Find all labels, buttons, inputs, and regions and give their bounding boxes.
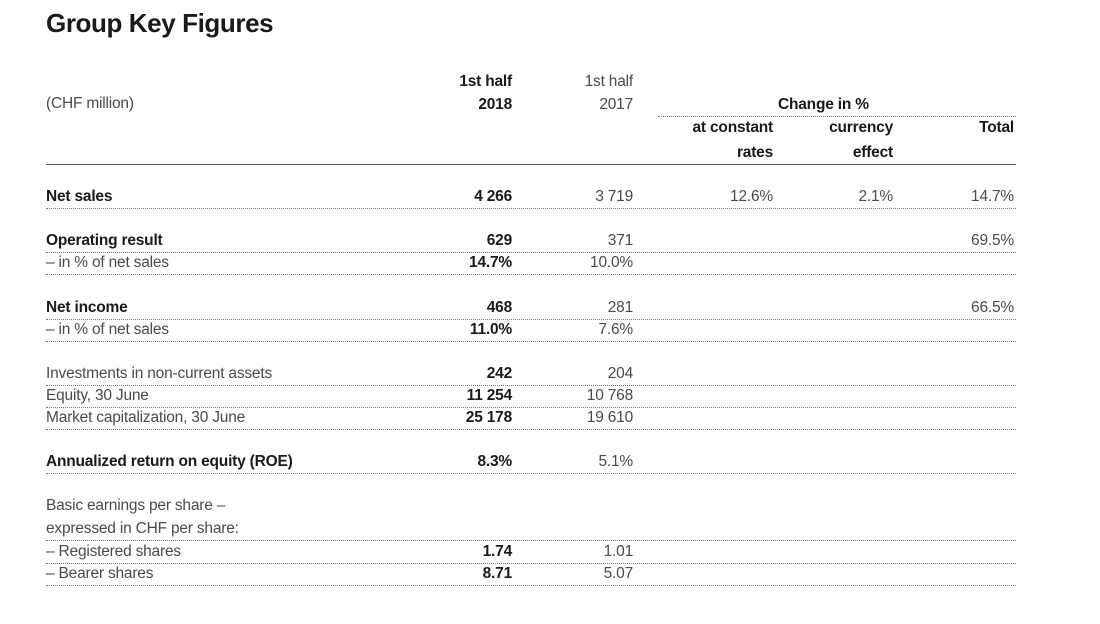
value-constant-rates: 12.6%	[730, 188, 773, 205]
row-divider	[46, 429, 1016, 430]
key-figures-page: Group Key Figures (CHF million) 1st half…	[46, 0, 1016, 624]
value-2018: 1.74	[482, 543, 513, 560]
value-2017: 10 768	[586, 387, 633, 404]
value-2018: 8.3%	[477, 453, 512, 470]
page-title: Group Key Figures	[46, 8, 274, 38]
value-2018: 14.7%	[469, 254, 512, 271]
row-divider	[46, 274, 1016, 275]
value-2018: 629	[486, 232, 512, 249]
eps-heading-line2: expressed in CHF per share:	[46, 520, 239, 537]
row-divider	[46, 473, 1016, 474]
row-divider	[46, 252, 1016, 253]
value-2018: 8.71	[482, 565, 513, 582]
col-constant-label-line2: rates	[736, 144, 773, 161]
row-label: Operating result	[46, 232, 163, 249]
eps-heading-line1: Basic earnings per share –	[46, 497, 226, 514]
col-2017-label-line2: 2017	[599, 96, 633, 113]
value-2017: 5.07	[603, 565, 634, 582]
value-2018: 242	[486, 365, 512, 382]
value-2018: 11.0%	[469, 321, 512, 338]
col-2018-label-line1: 1st half	[459, 73, 512, 90]
row-divider	[46, 208, 1016, 209]
header-rule	[46, 164, 1016, 165]
value-total-change: 14.7%	[971, 188, 1014, 205]
unit-label: (CHF million)	[46, 95, 134, 112]
value-2017: 10.0%	[590, 254, 633, 271]
value-2018: 4 266	[474, 188, 512, 205]
col-currency-label-line1: currency	[829, 119, 893, 136]
row-label: Net sales	[46, 188, 113, 205]
row-divider	[46, 585, 1016, 586]
value-2018: 11 254	[466, 387, 513, 404]
row-label: Market capitalization, 30 June	[46, 409, 246, 426]
col-total-label: Total	[979, 119, 1014, 136]
value-2017: 5.1%	[598, 453, 633, 470]
value-2017: 3 719	[595, 188, 633, 205]
row-label: – in % of net sales	[46, 254, 169, 271]
row-label: – Bearer shares	[46, 565, 154, 582]
value-2017: 7.6%	[598, 321, 633, 338]
value-currency-effect: 2.1%	[858, 188, 893, 205]
row-divider	[46, 563, 1016, 564]
value-2017: 281	[607, 299, 633, 316]
col-constant-label-line1: at constant	[692, 119, 774, 136]
value-2017: 1.01	[603, 543, 634, 560]
value-total-change: 69.5%	[971, 232, 1014, 249]
row-label: – Registered shares	[46, 543, 181, 560]
value-total-change: 66.5%	[971, 299, 1014, 316]
col-2017-label-line1: 1st half	[584, 73, 634, 90]
change-group-label: Change in %	[778, 96, 869, 113]
change-group-rule	[658, 116, 1016, 117]
value-2018: 25 178	[465, 409, 512, 426]
row-label: Annualized return on equity (ROE)	[46, 453, 293, 470]
row-label: Equity, 30 June	[46, 387, 149, 404]
row-divider	[46, 540, 1016, 541]
value-2017: 204	[607, 365, 633, 382]
row-label: – in % of net sales	[46, 321, 169, 338]
row-divider	[46, 407, 1016, 408]
row-label: Investments in non-current assets	[46, 365, 273, 382]
value-2018: 468	[486, 299, 512, 316]
row-divider	[46, 385, 1016, 386]
col-2018-label-line2: 2018	[478, 96, 512, 113]
row-divider	[46, 319, 1016, 320]
value-2017: 19 610	[586, 409, 633, 426]
row-divider	[46, 341, 1016, 342]
row-label: Net income	[46, 299, 128, 316]
value-2017: 371	[607, 232, 633, 249]
col-currency-label-line2: effect	[852, 144, 893, 161]
